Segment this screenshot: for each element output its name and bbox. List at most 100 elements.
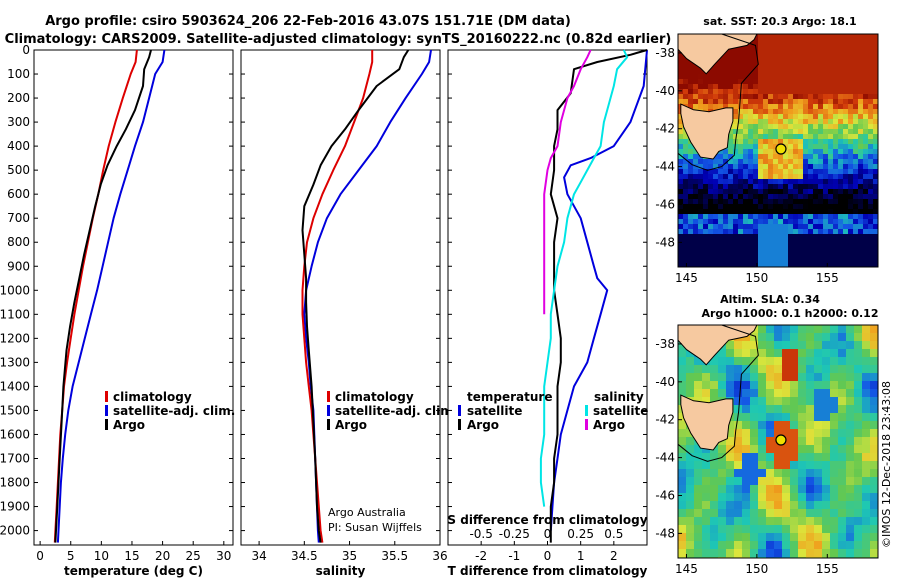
map-cell bbox=[798, 134, 803, 139]
map-cell bbox=[798, 224, 803, 229]
map-cell bbox=[768, 224, 773, 229]
map-cell bbox=[698, 234, 703, 239]
map-cell bbox=[803, 194, 808, 199]
map-cell bbox=[758, 99, 763, 104]
map-cell bbox=[793, 44, 798, 49]
profile-panel-3: -2 -1 0 1 2T difference from climatology-0.5… bbox=[447, 49, 648, 578]
map-cell bbox=[782, 453, 790, 461]
map-cell bbox=[854, 469, 862, 477]
map-cell bbox=[694, 493, 702, 501]
map-cell bbox=[686, 437, 694, 445]
map-cell bbox=[806, 501, 814, 509]
map-cell bbox=[813, 164, 818, 169]
map-cell bbox=[693, 214, 698, 219]
map-cell bbox=[863, 174, 868, 179]
map-cell bbox=[763, 79, 768, 84]
map-cell bbox=[778, 104, 783, 109]
map-cell bbox=[822, 421, 830, 429]
map-cell bbox=[873, 194, 878, 199]
map-cell bbox=[818, 164, 823, 169]
map-cell bbox=[838, 517, 846, 525]
map-cell bbox=[858, 119, 863, 124]
map-cell bbox=[763, 94, 768, 99]
map-cell bbox=[778, 74, 783, 79]
map-cell bbox=[758, 453, 766, 461]
map-cell bbox=[868, 239, 873, 244]
map-cell bbox=[828, 234, 833, 239]
map-cell bbox=[818, 119, 823, 124]
map-cell bbox=[873, 189, 878, 194]
map-cell bbox=[813, 174, 818, 179]
map-cell bbox=[708, 184, 713, 189]
map-cell bbox=[798, 204, 803, 209]
map-cell bbox=[768, 89, 773, 94]
map-cell bbox=[838, 259, 843, 264]
map-cell bbox=[733, 224, 738, 229]
map-cell bbox=[742, 477, 750, 485]
map-cell bbox=[703, 94, 708, 99]
map-cell bbox=[778, 54, 783, 59]
map-cell bbox=[773, 34, 778, 39]
map-cell bbox=[773, 219, 778, 224]
map-cell bbox=[678, 229, 683, 234]
map-cell bbox=[873, 144, 878, 149]
map-cell bbox=[683, 204, 688, 209]
map-cell bbox=[818, 139, 823, 144]
map-cell bbox=[803, 159, 808, 164]
map-cell bbox=[686, 365, 694, 373]
map-cell bbox=[814, 381, 822, 389]
map-cell bbox=[748, 59, 753, 64]
map-cell bbox=[823, 204, 828, 209]
map-cell bbox=[793, 59, 798, 64]
map-cell bbox=[848, 129, 853, 134]
map-cell bbox=[858, 249, 863, 254]
map-cell bbox=[868, 54, 873, 59]
map-cell bbox=[853, 214, 858, 219]
map-cell bbox=[683, 234, 688, 239]
map-cell bbox=[788, 209, 793, 214]
map-cell bbox=[870, 437, 878, 445]
map-cell bbox=[763, 124, 768, 129]
map-cell bbox=[868, 209, 873, 214]
map-cell bbox=[743, 199, 748, 204]
map-cell bbox=[763, 209, 768, 214]
map-cell bbox=[733, 169, 738, 174]
map-cell bbox=[838, 194, 843, 199]
map-cell bbox=[788, 174, 793, 179]
series-line-satellite bbox=[539, 49, 629, 507]
map-cell bbox=[798, 264, 803, 267]
map-cell bbox=[833, 214, 838, 219]
map-cell bbox=[753, 94, 758, 99]
map-cell bbox=[683, 144, 688, 149]
map-cell bbox=[743, 229, 748, 234]
map-cell bbox=[768, 134, 773, 139]
map-cell bbox=[718, 445, 726, 453]
map-cell bbox=[858, 89, 863, 94]
map-cell bbox=[686, 541, 694, 549]
map-cell bbox=[743, 239, 748, 244]
map-cell bbox=[854, 477, 862, 485]
map-cell bbox=[828, 194, 833, 199]
map-cell bbox=[768, 249, 773, 254]
map-cell bbox=[863, 34, 868, 39]
map-cell bbox=[793, 174, 798, 179]
map-cell bbox=[768, 194, 773, 199]
map-cell bbox=[823, 239, 828, 244]
legend-label: Argo bbox=[467, 418, 499, 432]
map-cell bbox=[766, 509, 774, 517]
map-cell bbox=[708, 229, 713, 234]
map-cell bbox=[742, 493, 750, 501]
map-cell bbox=[766, 349, 774, 357]
map-cell bbox=[718, 69, 723, 74]
map-cell bbox=[858, 139, 863, 144]
map-cell bbox=[868, 159, 873, 164]
map-cell bbox=[742, 373, 750, 381]
map-cell bbox=[773, 49, 778, 54]
map-cell bbox=[833, 89, 838, 94]
map-cell bbox=[773, 149, 778, 154]
map-cell bbox=[843, 79, 848, 84]
map-cell bbox=[798, 159, 803, 164]
map-cell bbox=[678, 209, 683, 214]
map-cell bbox=[743, 94, 748, 99]
map-cell bbox=[763, 59, 768, 64]
